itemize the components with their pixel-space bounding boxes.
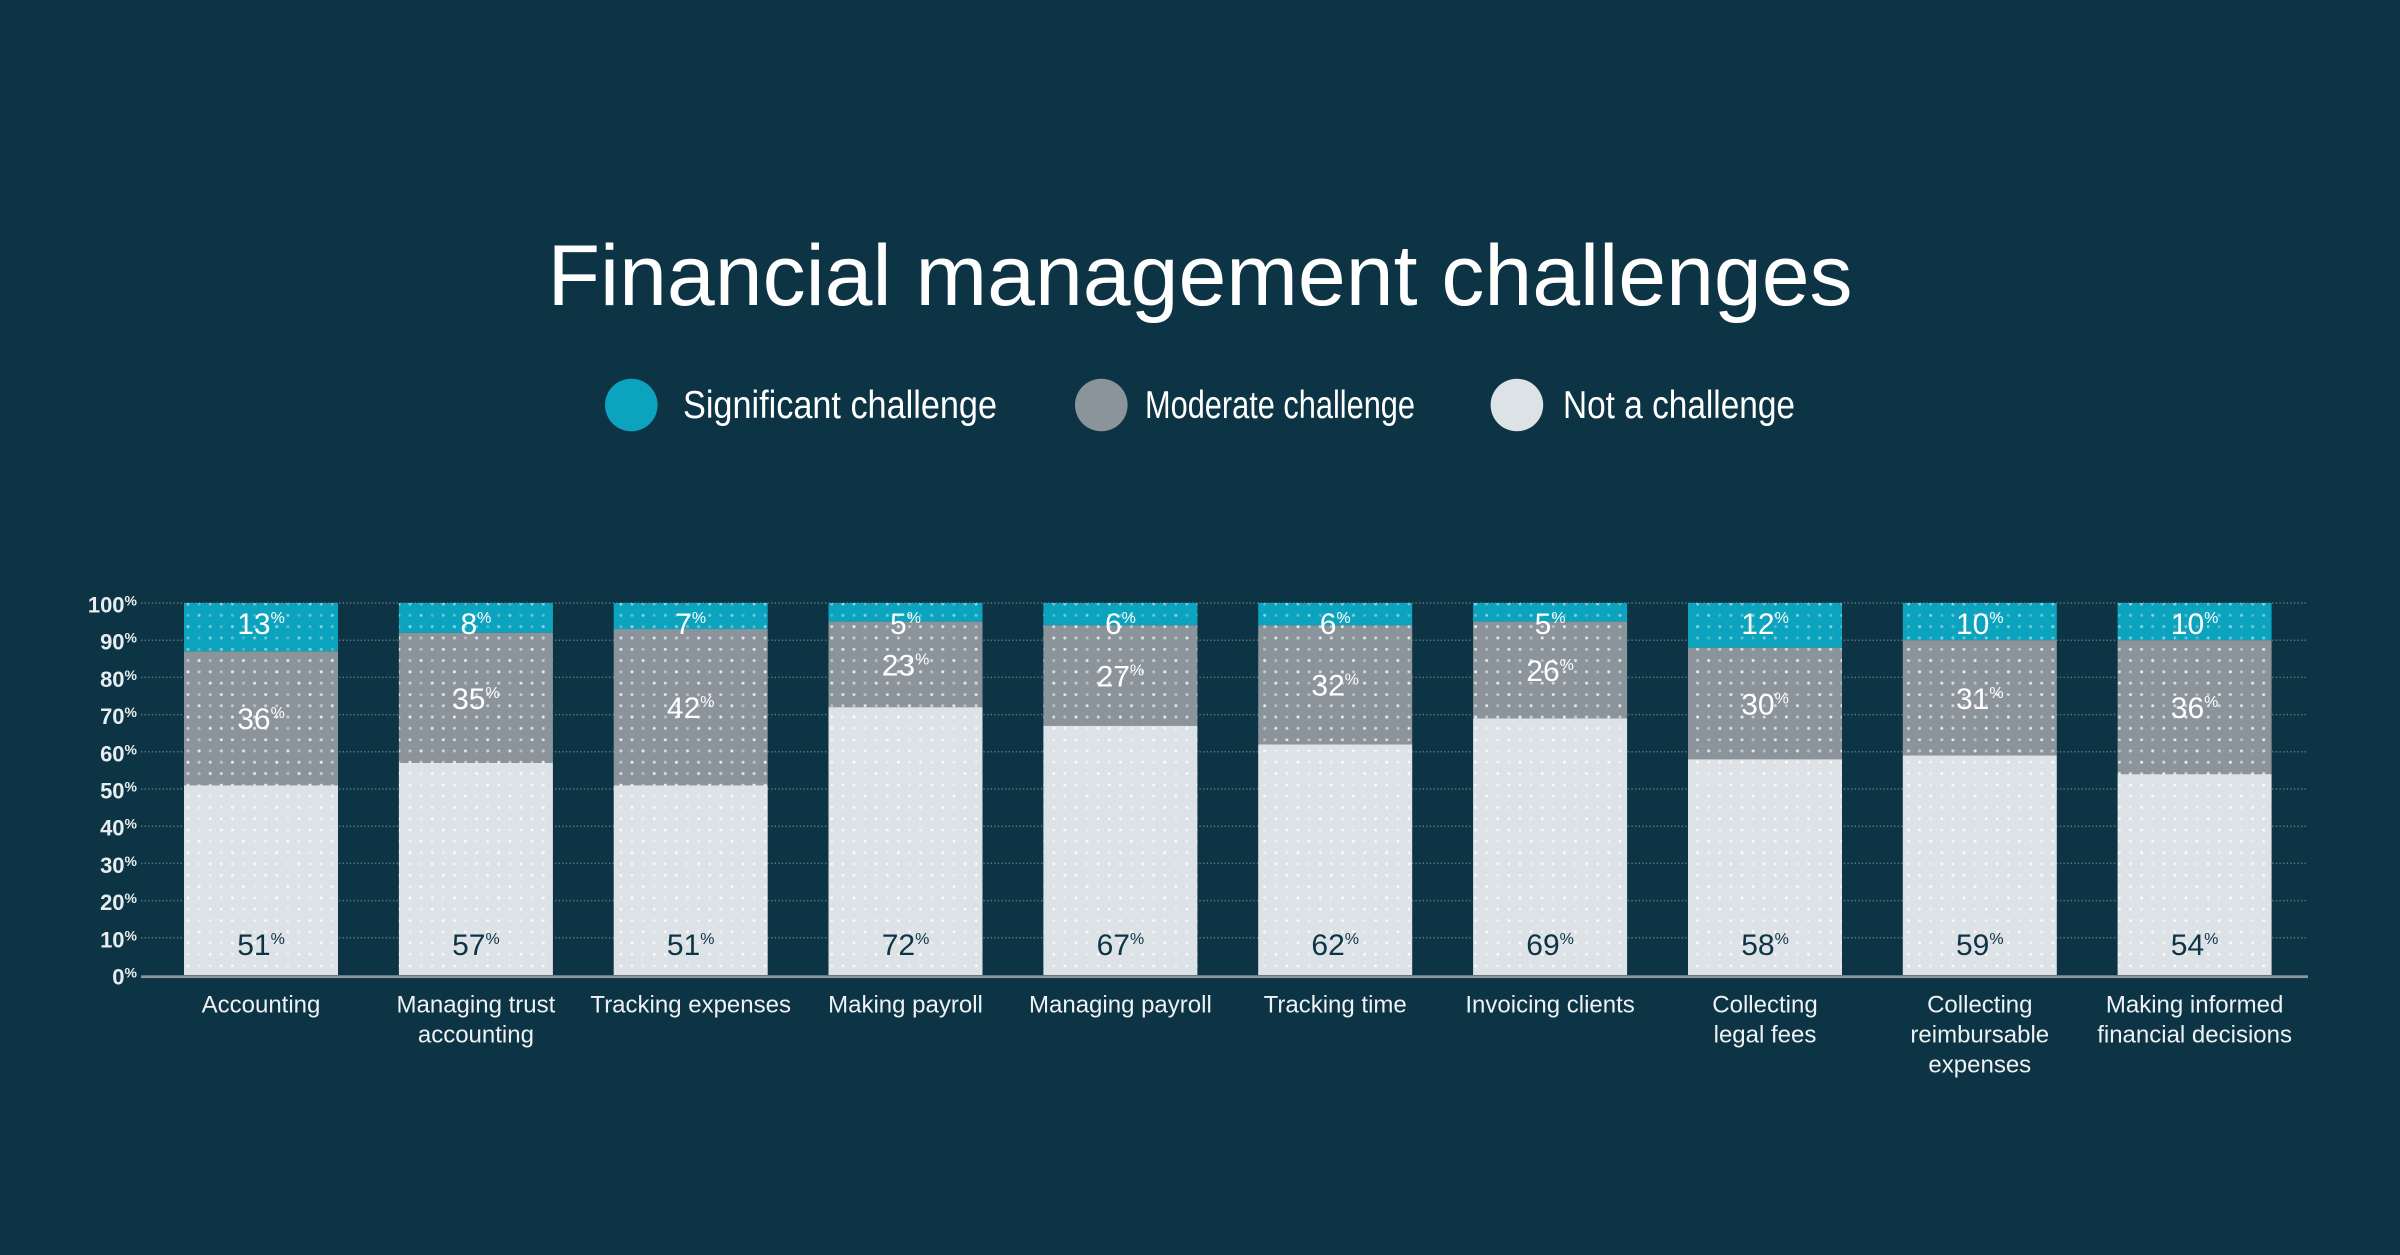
svg-text:100%: 100%	[88, 593, 138, 618]
svg-text:Not a challenge: Not a challenge	[1563, 384, 1795, 427]
svg-text:Invoicing clients: Invoicing clients	[1465, 992, 1634, 1019]
svg-text:32%: 32%	[1311, 670, 1359, 703]
svg-text:72%: 72%	[882, 929, 930, 962]
svg-text:40%: 40%	[100, 816, 137, 841]
svg-text:Financial management challenge: Financial management challenges	[547, 228, 1852, 324]
svg-text:Moderate challenge: Moderate challenge	[1145, 384, 1415, 427]
svg-text:Tracking time: Tracking time	[1264, 992, 1407, 1019]
svg-text:67%: 67%	[1097, 929, 1145, 962]
svg-text:27%: 27%	[1097, 660, 1145, 693]
svg-text:Making payroll: Making payroll	[828, 992, 983, 1019]
svg-text:Managing payroll: Managing payroll	[1029, 992, 1212, 1019]
svg-text:20%: 20%	[100, 890, 137, 915]
svg-text:Tracking expenses: Tracking expenses	[590, 992, 791, 1019]
svg-text:51%: 51%	[237, 929, 285, 962]
svg-text:Significant challenge: Significant challenge	[683, 384, 997, 427]
svg-text:69%: 69%	[1526, 929, 1574, 962]
svg-text:Accounting: Accounting	[202, 992, 321, 1019]
svg-text:8%: 8%	[460, 608, 491, 641]
